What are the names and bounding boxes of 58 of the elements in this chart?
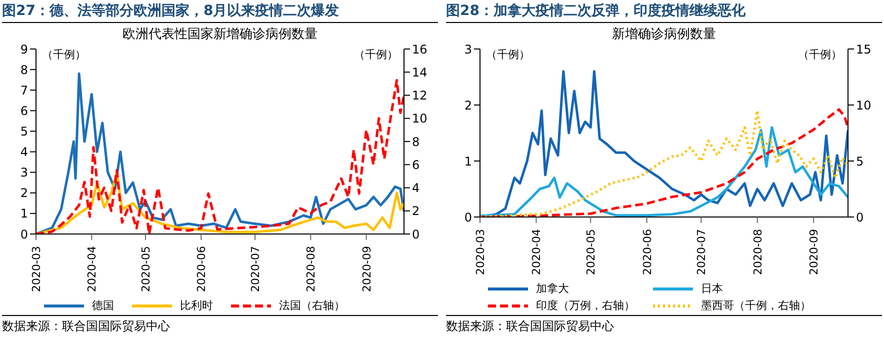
y2-tick-label: 6 (412, 158, 420, 172)
y-tick-label: 2 (464, 98, 472, 112)
y2-tick-label: 15 (856, 42, 872, 56)
legend-label: 法国（右轴） (279, 298, 345, 313)
y-axis-title: （千例） (42, 47, 86, 62)
chart-title: 图27：德、法等部分欧洲国家，8月以来疫情二次爆发 (2, 2, 438, 23)
x-tick-label: 2020-06 (640, 229, 654, 275)
y2-tick-label: 0 (412, 227, 420, 242)
y-tick-label: 2 (20, 186, 28, 200)
legend-label: 墨西哥（千例，右轴） (701, 298, 811, 313)
x-tick-label: 2020-09 (360, 246, 374, 292)
y2-tick-label: 8 (412, 134, 420, 149)
x-tick-label: 2020-08 (304, 246, 318, 292)
y-tick-label: 4 (20, 145, 28, 160)
x-tick-label: 2020-05 (140, 246, 152, 292)
x-tick-label: 2020-04 (86, 246, 99, 292)
legend-label: 比利时 (180, 298, 213, 313)
legend-label: 德国 (92, 298, 114, 313)
y-axis-title: （千例） (486, 47, 530, 62)
chart-subtitle: 欧洲代表性国家新增确诊病例数量 (122, 26, 318, 43)
y2-tick-label: 12 (412, 88, 428, 103)
y-tick-label: 7 (20, 83, 28, 98)
y-tick-label: 5 (20, 124, 28, 138)
y2-tick-label: 10 (412, 112, 428, 126)
x-tick-label: 2020-05 (584, 229, 598, 275)
y2-axis-title: （千例） (798, 47, 842, 62)
y-tick-label: 0 (464, 210, 472, 224)
x-tick-label: 2020-07 (249, 246, 262, 292)
source-note: 数据来源：联合国国际贸易中心 (2, 315, 438, 335)
legend-label: 印度（万例，右轴） (536, 298, 635, 313)
y2-tick-label: 0 (856, 210, 864, 224)
y2-tick-label: 4 (412, 181, 420, 196)
y2-tick-label: 14 (412, 65, 428, 80)
x-tick-label: 2020-08 (751, 229, 764, 275)
y2-tick-label: 10 (856, 98, 872, 112)
x-tick-label: 2020-04 (530, 229, 544, 275)
legend-label: 日本 (701, 281, 723, 296)
source-note: 数据来源：联合国国际贸易中心 (446, 315, 882, 335)
x-tick-label: 2020-03 (474, 229, 487, 275)
y-tick-label: 1 (464, 154, 472, 168)
y-tick-label: 8 (20, 62, 28, 77)
x-tick-label: 2020-09 (808, 229, 821, 275)
y-tick-label: 6 (20, 104, 28, 118)
y2-axis-title: （千例） (354, 47, 398, 62)
y2-tick-label: 16 (412, 42, 428, 56)
y-tick-label: 1 (20, 206, 28, 221)
x-tick-label: 2020-03 (30, 246, 43, 292)
y2-tick-label: 2 (412, 204, 420, 218)
legend-label: 加拿大 (536, 281, 569, 296)
y-tick-label: 3 (464, 42, 472, 56)
y-tick-label: 9 (20, 42, 28, 56)
y-tick-label: 0 (20, 227, 28, 242)
chart-title: 图28：加拿大疫情二次反弹，印度疫情继续恶化 (446, 2, 882, 23)
x-tick-label: 2020-07 (695, 229, 708, 275)
chart-subtitle: 新增确诊病例数量 (611, 26, 717, 43)
y2-tick-label: 5 (856, 154, 864, 168)
y-tick-label: 3 (20, 166, 28, 180)
x-tick-label: 2020-06 (195, 246, 208, 292)
